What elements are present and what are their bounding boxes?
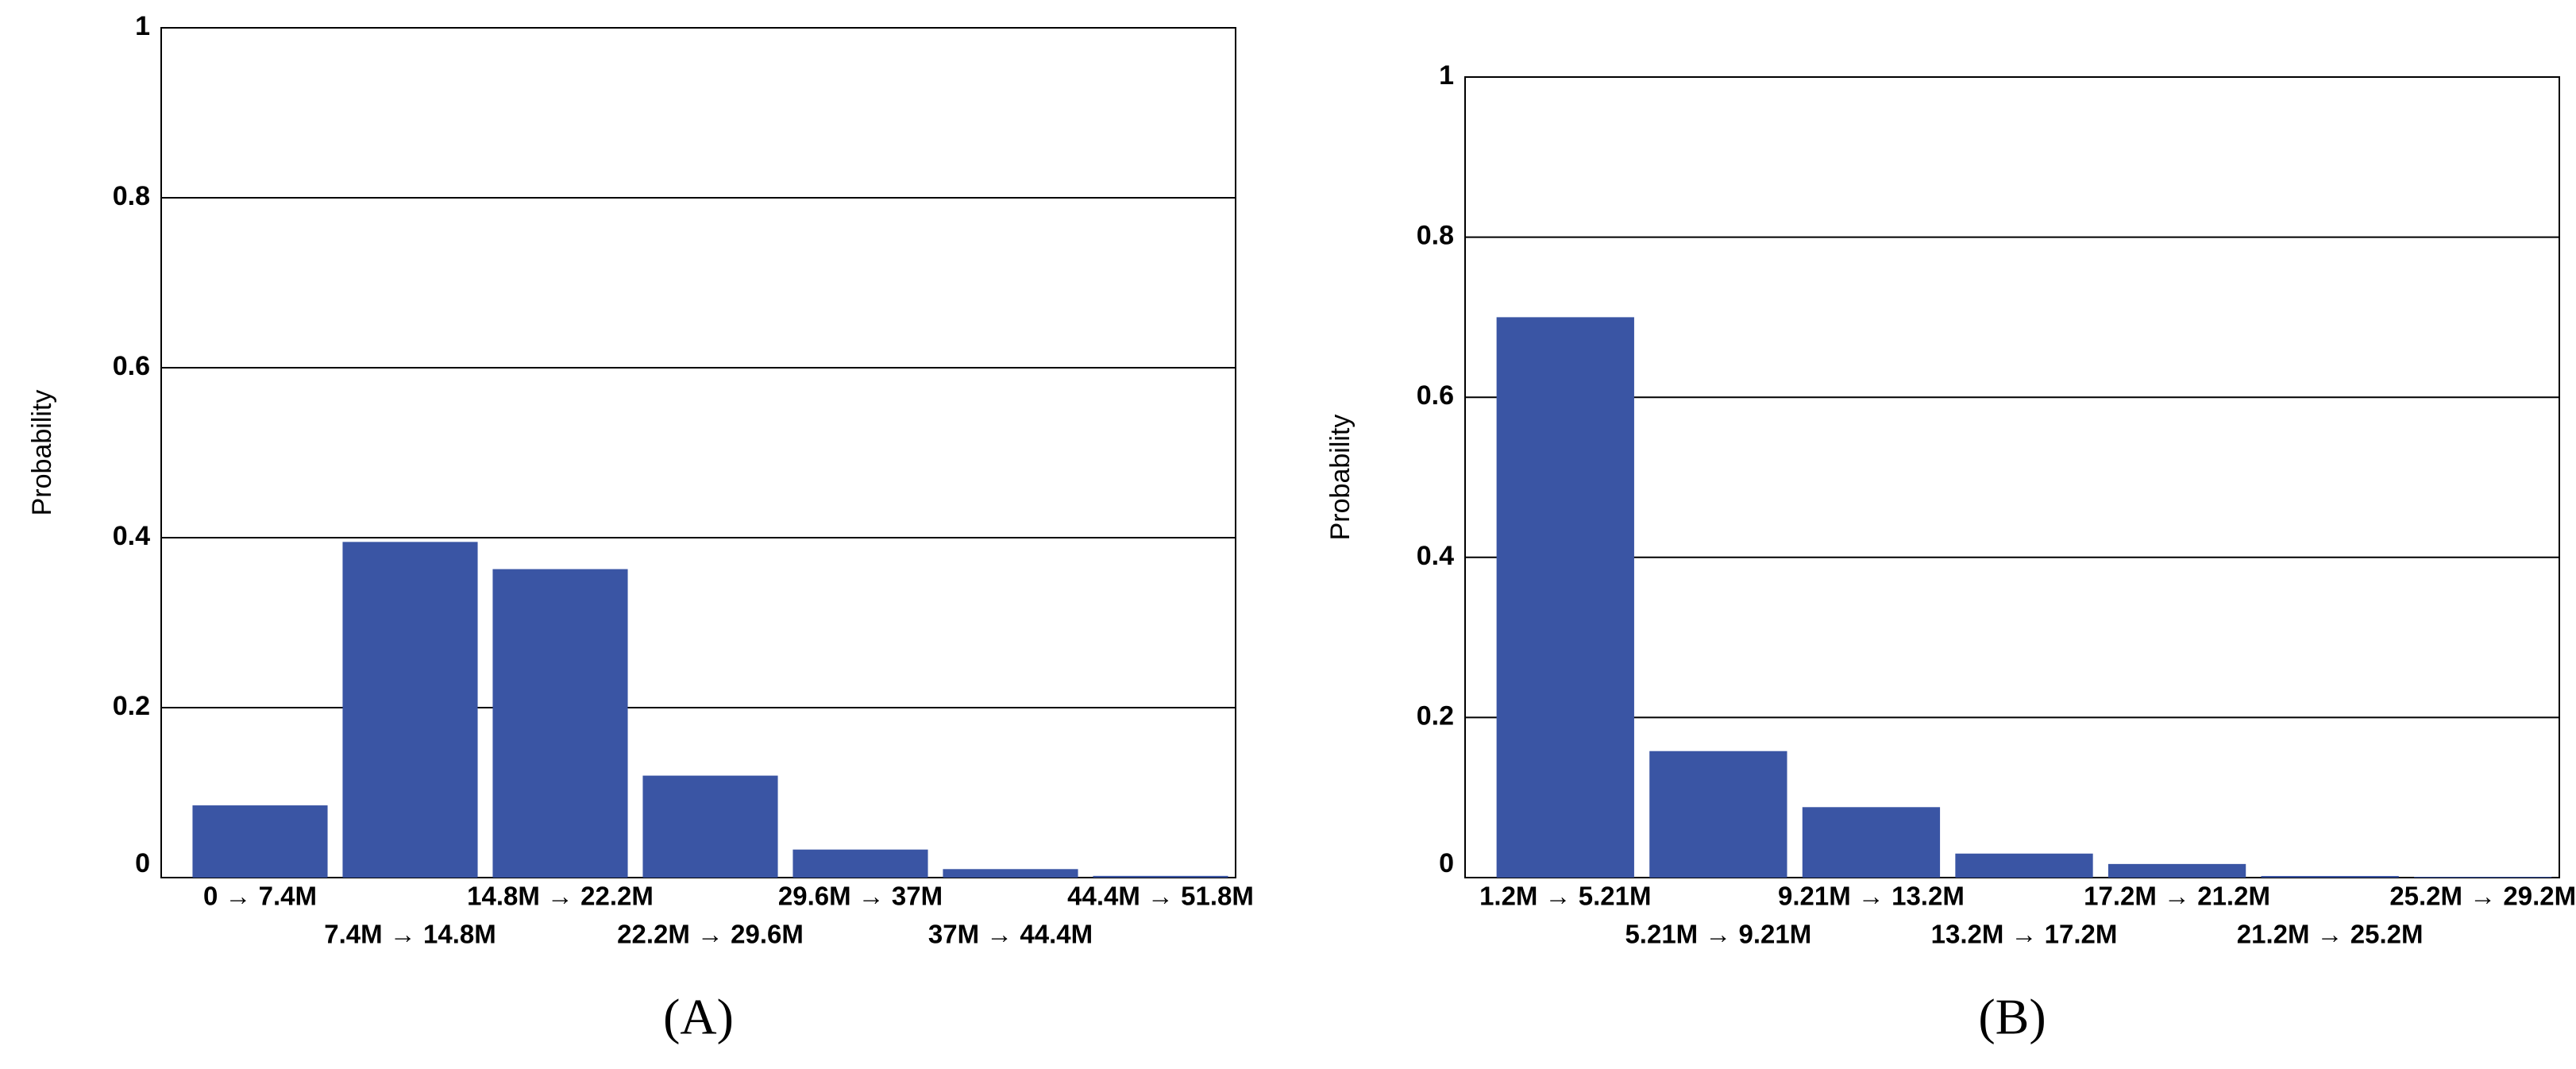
x-tick-label: 25.2M → 29.2M <box>2389 882 2576 911</box>
y-tick-label: 0.8 <box>113 181 150 211</box>
bar <box>2107 863 2246 878</box>
x-tick-label: 13.2M → 17.2M <box>1931 920 2118 949</box>
x-tick-label: 21.2M → 25.2M <box>2237 920 2424 949</box>
x-tick-label: 22.2M → 29.6M <box>617 920 804 949</box>
bar <box>943 869 1078 878</box>
x-tick-label: 37M → 44.4M <box>928 920 1093 949</box>
y-tick-label: 1 <box>1439 60 1454 91</box>
y-tick-label: 0.6 <box>1417 380 1454 411</box>
bar <box>1093 875 1228 878</box>
y-tick-label: 0.2 <box>1417 700 1454 731</box>
x-tick-label: 29.6M → 37M <box>778 882 943 911</box>
bar <box>342 542 478 878</box>
x-tick-label: 17.2M → 21.2M <box>2084 882 2270 911</box>
x-tick-label: 1.2M → 5.21M <box>1479 882 1651 911</box>
y-tick-label: 0.2 <box>113 691 150 721</box>
panel-label: (B) <box>1978 989 2046 1045</box>
y-tick-label: 0 <box>1439 848 1454 878</box>
bar <box>792 849 928 878</box>
x-tick-label: 44.4M → 51.8M <box>1067 882 1254 911</box>
bar <box>1496 317 1634 878</box>
x-tick-label: 14.8M → 22.2M <box>467 882 654 911</box>
y-tick-label: 0.8 <box>1417 221 1454 251</box>
bar <box>192 805 328 878</box>
x-tick-label: 5.21M → 9.21M <box>1625 920 1811 949</box>
bar <box>492 569 628 878</box>
y-tick-label: 0.4 <box>1417 541 1454 571</box>
bar <box>2261 875 2399 878</box>
bar <box>2414 876 2552 878</box>
panel-label: (A) <box>663 989 734 1045</box>
x-tick-label: 0 → 7.4M <box>203 882 317 911</box>
y-axis-label: Probability <box>27 390 57 516</box>
bar <box>1955 853 2093 878</box>
x-tick-label: 7.4M → 14.8M <box>324 920 496 949</box>
y-tick-label: 0.4 <box>113 521 150 551</box>
bar <box>1649 751 1787 878</box>
x-tick-label: 9.21M → 13.2M <box>1778 882 1965 911</box>
plot-frame <box>160 27 1236 878</box>
y-tick-label: 1 <box>135 11 150 41</box>
bar <box>1802 807 1941 878</box>
bar <box>642 775 778 878</box>
y-tick-label: 0 <box>135 848 150 878</box>
y-tick-label: 0.6 <box>113 351 150 381</box>
y-axis-label: Probability <box>1325 415 1355 541</box>
